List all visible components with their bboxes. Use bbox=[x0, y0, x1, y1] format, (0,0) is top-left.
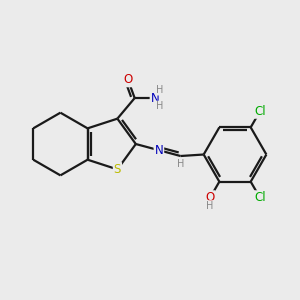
Text: H: H bbox=[206, 201, 214, 211]
Text: S: S bbox=[114, 163, 121, 176]
Text: O: O bbox=[206, 191, 215, 204]
Text: H: H bbox=[156, 85, 163, 95]
Text: H: H bbox=[156, 101, 163, 111]
Text: Cl: Cl bbox=[254, 191, 266, 204]
Text: O: O bbox=[123, 73, 133, 86]
Text: N: N bbox=[151, 92, 159, 105]
Text: H: H bbox=[177, 159, 184, 170]
Text: N: N bbox=[154, 144, 163, 157]
Text: Cl: Cl bbox=[254, 105, 266, 118]
